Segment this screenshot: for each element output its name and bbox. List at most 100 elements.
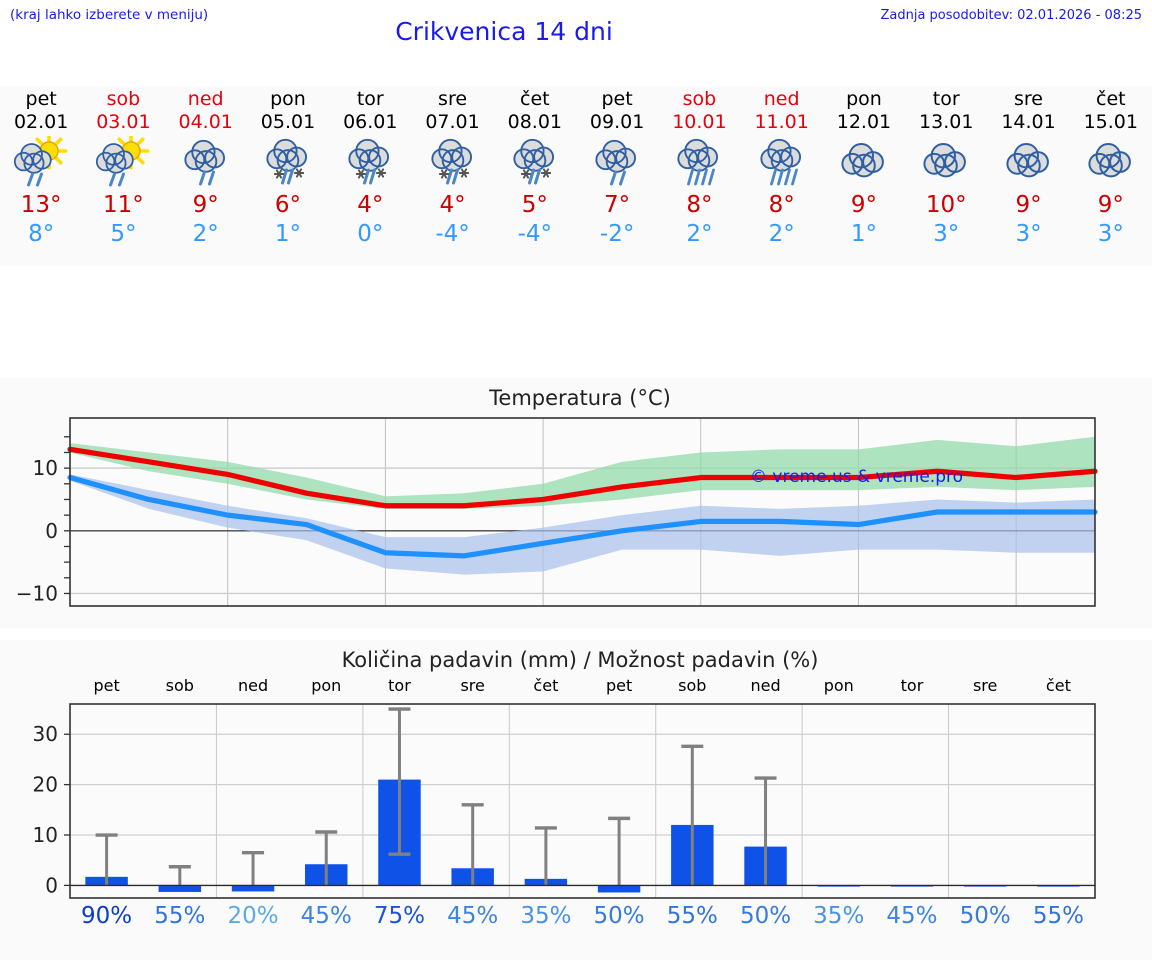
max-temperature-value: 9° [192, 192, 219, 218]
precipitation-chart-title: Količina padavin (mm) / Možnost padavin … [341, 648, 819, 672]
max-temperature-value: 11° [103, 192, 144, 218]
precipitation-day-label: pon [823, 676, 854, 695]
precipitation-probability-label: 90% [81, 903, 133, 929]
cloud-sleet-icon [255, 136, 321, 190]
precipitation-probability-label: 50% [739, 903, 792, 929]
day-of-week-label: tor [932, 88, 960, 110]
temperature-y-tick: 0 [45, 519, 58, 543]
day-of-week-label: sob [682, 88, 717, 110]
day-column-5[interactable]: tor 06.01 4° 0° [329, 86, 411, 266]
temperature-band-max [70, 436, 1095, 509]
precipitation-probability-label: 45% [886, 903, 938, 929]
day-column-14[interactable]: čet 15.01 9° 3° [1070, 86, 1152, 266]
day-date-label: 05.01 [260, 111, 316, 133]
precipitation-probability-label: 55% [1032, 903, 1084, 929]
min-temperature-value: 2° [192, 221, 219, 247]
precipitation-day-label: tor [388, 676, 411, 695]
day-column-10[interactable]: ned 11.01 8° 2° [741, 86, 823, 266]
precipitation-day-label: pet [605, 676, 633, 695]
precipitation-chart-svg: 30 20 10 0 [33, 703, 1096, 899]
precipitation-day-label: sob [165, 676, 194, 695]
day-date-label: 06.01 [343, 111, 398, 133]
temperature-chart-svg: 10 0 −10 © vreme.us & vreme.pro [16, 417, 1098, 607]
precipitation-probability-label: 50% [593, 903, 645, 929]
day-of-week-label: pon [270, 88, 306, 110]
precipitation-day-label: ned [237, 676, 269, 695]
cloud-icon [996, 136, 1062, 190]
precipitation-day-label: pet [93, 676, 120, 695]
max-temperature-value: 9° [850, 192, 878, 218]
day-date-label: 09.01 [589, 111, 645, 133]
day-date-label: 11.01 [754, 111, 809, 133]
min-temperature-value: 1° [850, 221, 878, 247]
precipitation-day-label: tor [900, 676, 924, 695]
min-temperature-value: 8° [28, 221, 55, 247]
precipitation-day-label: sob [678, 676, 707, 695]
precipitation-probability-label: 35% [813, 903, 865, 929]
precipitation-probability-row: 90% 55% 20% 45% 75% 45% 35% 50% 55% 50% 35% 45% 50% 5… [0, 903, 1152, 939]
cloud-rain-icon [173, 136, 239, 190]
day-of-week-label: ned [187, 88, 224, 110]
max-temperature-value: 10° [925, 192, 967, 218]
precipitation-probability-label: 50% [959, 903, 1011, 929]
precipitation-day-label: sre [460, 676, 485, 695]
day-date-label: 12.01 [836, 111, 892, 133]
page-header: (kraj lahko izberete v meniju) Crikvenic… [0, 0, 1152, 52]
temperature-y-tick: −10 [16, 581, 58, 605]
day-of-week-label: pet [601, 88, 633, 110]
precipitation-day-label: čet [1045, 676, 1071, 695]
day-of-week-label: sob [106, 88, 141, 110]
max-temperature-value: 4° [357, 192, 384, 218]
max-temperature-value: 6° [274, 192, 302, 218]
day-column-12[interactable]: tor 13.01 10° 3° [905, 86, 987, 266]
precipitation-day-label: sre [972, 676, 998, 695]
day-column-4[interactable]: pon 05.01 6° 1° [247, 86, 329, 266]
day-date-label: 08.01 [507, 111, 563, 133]
day-date-label: 10.01 [672, 111, 727, 133]
min-temperature-value: 0° [357, 221, 384, 247]
page-title: Crikvenica 14 dni [395, 17, 613, 46]
precipitation-probability-label: 45% [447, 903, 499, 929]
daily-forecast-strip: pet 02.01 13° 8° sob 03.01 11° 5° ned 04.01 9° 2° po… [0, 86, 1152, 266]
precipitation-y-tick: 10 [33, 823, 58, 847]
day-of-week-label: čet [1096, 88, 1126, 110]
day-date-label: 15.01 [1083, 111, 1138, 133]
min-temperature-value: -2° [599, 221, 635, 247]
day-date-label: 03.01 [96, 111, 151, 133]
min-temperature-value: -4° [517, 221, 553, 247]
temperature-y-tick: 10 [33, 456, 58, 480]
day-column-1[interactable]: pet 02.01 13° 8° [0, 86, 82, 266]
cloud-icon [831, 136, 897, 190]
max-temperature-value: 13° [20, 192, 62, 218]
day-column-13[interactable]: sre 14.01 9° 3° [987, 86, 1069, 266]
precipitation-day-label: pon [311, 676, 342, 695]
cloud-sleet-icon [420, 136, 486, 190]
day-column-2[interactable]: sob 03.01 11° 5° [82, 86, 164, 266]
precipitation-probability-label: 55% [154, 903, 206, 929]
precipitation-probability-label: 45% [300, 903, 352, 929]
precipitation-day-labels: pet sob ned pon tor sre čet pet sob ned pon tor sre č… [0, 676, 1152, 698]
cloud-icon [1078, 136, 1144, 190]
day-of-week-label: sre [438, 88, 468, 110]
min-temperature-value: 3° [1015, 221, 1042, 247]
day-column-3[interactable]: ned 04.01 9° 2° [165, 86, 247, 266]
day-column-9[interactable]: sob 10.01 8° 2° [658, 86, 740, 266]
day-column-11[interactable]: pon 12.01 9° 1° [823, 86, 905, 266]
precipitation-bar [597, 885, 641, 893]
precipitation-chart-panel: Količina padavin (mm) / Možnost padavin … [0, 640, 1152, 960]
sun-cloud-rain-icon [90, 136, 156, 190]
day-of-week-label: tor [356, 88, 384, 110]
min-temperature-value: -4° [435, 221, 470, 247]
day-of-week-label: ned [763, 88, 800, 110]
day-date-label: 07.01 [425, 111, 480, 133]
precipitation-bar [231, 885, 275, 892]
temperature-line-min [67, 474, 1098, 559]
day-column-8[interactable]: pet 09.01 7° -2° [576, 86, 658, 266]
day-column-7[interactable]: čet 08.01 5° -4° [494, 86, 576, 266]
copyright-watermark: © vreme.us & vreme.pro [750, 467, 963, 487]
temperature-line-max [67, 446, 1098, 509]
cloud-heavy-rain-icon [666, 136, 732, 190]
cloud-heavy-rain-icon [749, 136, 815, 190]
cloud-sleet-icon [337, 136, 403, 190]
day-column-6[interactable]: sre 07.01 4° -4° [411, 86, 493, 266]
